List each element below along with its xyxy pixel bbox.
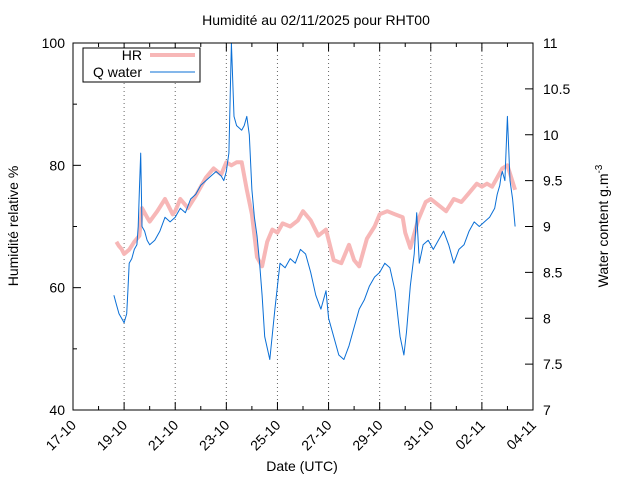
legend-label-hr: HR <box>122 47 142 63</box>
y-tick-label: 40 <box>49 402 65 418</box>
x-tick-label: 21-10 <box>145 417 182 454</box>
x-axis-title: Date (UTC) <box>266 458 338 474</box>
x-tick-label: 17-10 <box>42 417 79 454</box>
x-tick-label: 31-10 <box>400 417 437 454</box>
y2-tick-label: 8.5 <box>543 264 563 280</box>
y-axis-title: Humidité relative % <box>5 166 21 287</box>
x-axis-ticks: 17-10 19-10 21-10 23-10 25-10 27-10 29-10 31-10… <box>42 43 539 453</box>
y2-tick-label: 8 <box>543 310 551 326</box>
x-tick-label: 29-10 <box>349 417 386 454</box>
y2-tick-label: 9 <box>543 219 551 235</box>
y2-tick-label: 10 <box>543 127 559 143</box>
series-line-hr <box>114 160 518 269</box>
legend: HR Q water <box>82 47 201 83</box>
y-tick-label: 80 <box>49 157 65 173</box>
x-tick-label: 25-10 <box>247 417 284 454</box>
y2-tick-label: 9.5 <box>543 173 563 189</box>
y-tick-label: 60 <box>49 280 65 296</box>
legend-label-q-water: Q water <box>93 64 142 80</box>
series-line-q-water <box>113 42 516 360</box>
y2-axis-ticks: 7 7.5 8 8.5 9 9.5 10 10.5 11 <box>525 35 570 418</box>
y2-axis-title: Water content g.m-3 <box>594 164 611 287</box>
chart-title: Humidité au 02/11/2025 pour RHT00 <box>202 12 430 28</box>
x-tick-label: 27-10 <box>298 417 335 454</box>
x-tick-label: 19-10 <box>94 417 131 454</box>
grid <box>123 43 483 410</box>
y2-axis-title-sup: -3 <box>594 164 605 173</box>
y2-tick-label: 11 <box>543 35 558 51</box>
y2-tick-label: 7.5 <box>543 356 563 372</box>
y2-tick-label: 7 <box>543 402 551 418</box>
x-tick-label: 02-11 <box>452 417 488 453</box>
y-axis-ticks: 40 60 80 100 <box>42 35 81 418</box>
y2-tick-label: 10.5 <box>543 81 570 97</box>
x-tick-label: 23-10 <box>196 417 233 454</box>
y-tick-label: 100 <box>42 35 66 51</box>
y2-axis-title-main: Water content g.m <box>595 174 611 288</box>
x-tick-label: 04-11 <box>503 417 539 453</box>
series-layer <box>113 42 518 360</box>
